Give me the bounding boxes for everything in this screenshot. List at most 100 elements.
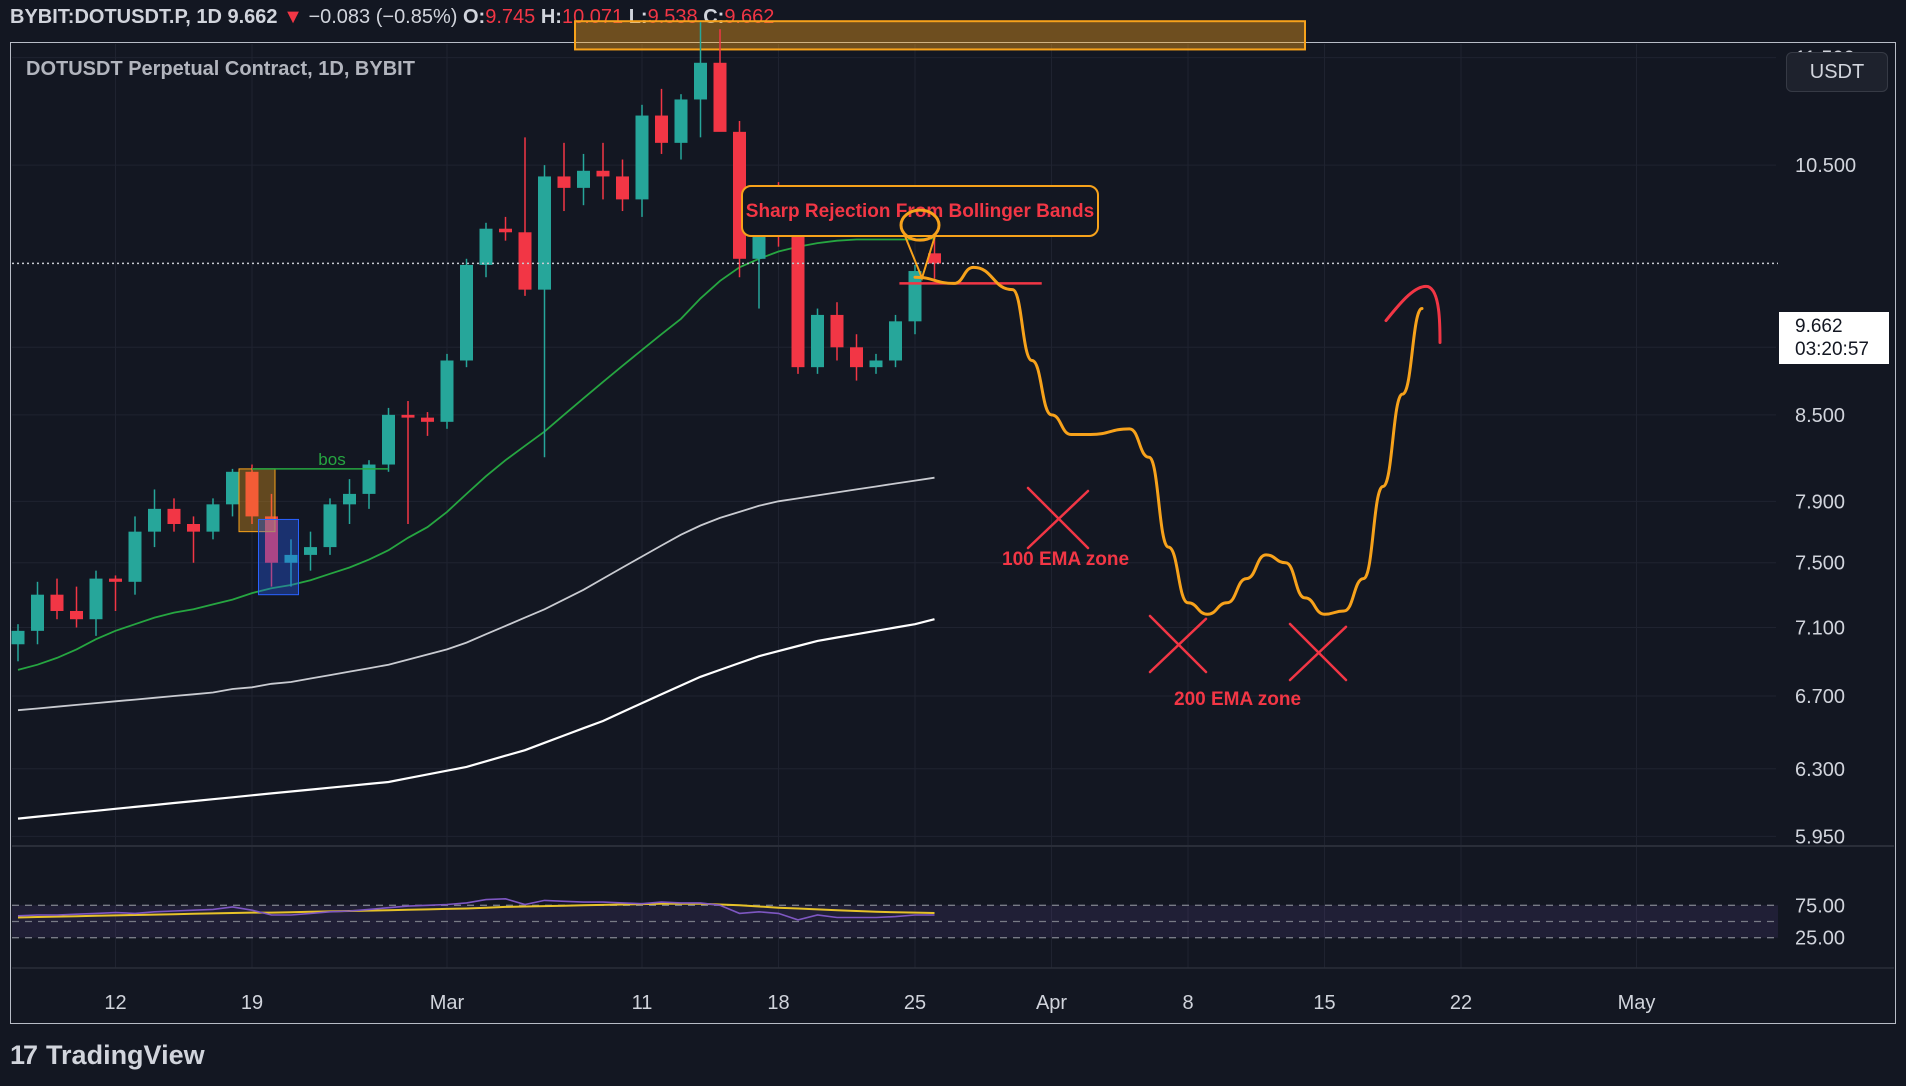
- candle: [323, 498, 337, 555]
- candle: [245, 464, 259, 525]
- candle: [421, 412, 434, 436]
- price-tick-label: 5.950: [1795, 826, 1845, 848]
- candle-body: [343, 493, 356, 505]
- candle: [167, 498, 181, 532]
- candle: [304, 531, 317, 571]
- currency-button[interactable]: USDT: [1786, 52, 1888, 92]
- candle: [830, 302, 844, 361]
- time-tick-label: Mar: [430, 992, 465, 1014]
- candle: [187, 516, 200, 563]
- candle-body: [830, 314, 844, 348]
- candle-body: [596, 170, 610, 177]
- candle-body: [245, 471, 259, 517]
- candle: [401, 401, 415, 525]
- candle-body: [70, 610, 83, 620]
- candle-body: [50, 594, 64, 611]
- candle-body: [421, 417, 434, 422]
- candle: [889, 314, 902, 368]
- price-tick-label: 7.900: [1795, 491, 1845, 513]
- ema-200-zone-label: 200 EMA zone: [1174, 689, 1301, 710]
- candle-body: [128, 531, 142, 582]
- candle: [869, 353, 883, 374]
- candle-body: [284, 554, 298, 563]
- time-tick-label: 8: [1182, 992, 1193, 1014]
- candle: [50, 578, 64, 620]
- candle: [655, 88, 668, 154]
- time-tick-label: 18: [767, 992, 789, 1014]
- candle-body: [635, 115, 649, 200]
- grid-lines: [12, 44, 1894, 969]
- bos-annotation: bos: [238, 450, 389, 596]
- callout-pointer: [904, 235, 936, 281]
- candle: [109, 575, 122, 611]
- bos-box: [238, 468, 276, 533]
- demand-box: [258, 518, 299, 596]
- price-tick-label: 7.500: [1795, 553, 1845, 575]
- price-change: −0.083 (−0.85%): [308, 6, 458, 28]
- time-tick-label: 12: [104, 992, 126, 1014]
- candle: [479, 222, 493, 278]
- candle: [31, 581, 44, 645]
- candle: [557, 142, 571, 212]
- candle: [616, 159, 629, 212]
- ema-fast-line: [17, 237, 935, 671]
- last-price: 9.662: [227, 6, 278, 28]
- time-axis: 12 19 Mar 11 18 25 Apr 8 15 22 May: [104, 992, 1655, 1014]
- price-tick-label: 6.300: [1795, 759, 1845, 781]
- rejection-callout: Sharp Rejection From Bollinger Bands: [741, 185, 1099, 281]
- time-tick-label: 19: [241, 992, 263, 1014]
- candle: [89, 570, 103, 636]
- rsi-tick-label: 75.00: [1795, 895, 1845, 917]
- ema-200-line: [17, 618, 935, 820]
- candle: [694, 22, 707, 138]
- cross-stroke: [1288, 625, 1348, 682]
- candle: [518, 137, 532, 296]
- candle: [284, 539, 298, 587]
- candle-body: [850, 347, 863, 368]
- symbol-name[interactable]: BYBIT:DOTUSDT.P, 1D: [10, 6, 222, 28]
- candle-body: [109, 578, 122, 582]
- price-tick-label: 8.500: [1795, 405, 1845, 427]
- candle-body: [713, 62, 727, 132]
- candle: [499, 216, 512, 241]
- candle-body: [187, 524, 200, 532]
- rsi-tick-label: 25.00: [1795, 928, 1845, 950]
- cross-stroke: [1148, 617, 1208, 674]
- time-tick-label: 15: [1313, 992, 1335, 1014]
- candle-body: [811, 314, 824, 368]
- candle-body: [791, 234, 805, 368]
- close-value: 9.662: [724, 6, 775, 28]
- candle: [811, 308, 824, 374]
- candle: [440, 353, 454, 429]
- candle: [70, 586, 83, 628]
- bos-label: bos: [318, 450, 345, 469]
- current-price: 9.662: [1795, 316, 1843, 337]
- candle-body: [304, 547, 317, 555]
- candle-body: [889, 321, 902, 361]
- time-tick-label: 11: [632, 992, 653, 1014]
- candle-body: [499, 228, 512, 233]
- open-value: 9.745: [485, 6, 536, 28]
- candle: [382, 407, 395, 472]
- candle-body: [323, 504, 337, 548]
- candle: [908, 264, 922, 335]
- candle-body: [401, 414, 415, 418]
- candle-body: [440, 360, 454, 422]
- low-value: 9.538: [647, 6, 698, 28]
- candle-body: [167, 508, 181, 525]
- bar-countdown: 03:20:57: [1795, 339, 1869, 360]
- candle: [11, 624, 25, 662]
- candle: [538, 165, 551, 458]
- candle-body: [655, 115, 668, 143]
- high-value: 10.071: [561, 6, 624, 28]
- candle-body: [694, 62, 707, 100]
- candle-body: [479, 228, 493, 265]
- chart-title: DOTUSDT Perpetual Contract, 1D, BYBIT: [26, 58, 415, 80]
- candle: [577, 153, 590, 206]
- candle: [596, 142, 610, 200]
- tradingview-logo[interactable]: 17 TradingView: [10, 1040, 205, 1071]
- candle: [226, 468, 239, 517]
- rejection-circle: [899, 208, 941, 242]
- cross-stroke: [1026, 489, 1090, 550]
